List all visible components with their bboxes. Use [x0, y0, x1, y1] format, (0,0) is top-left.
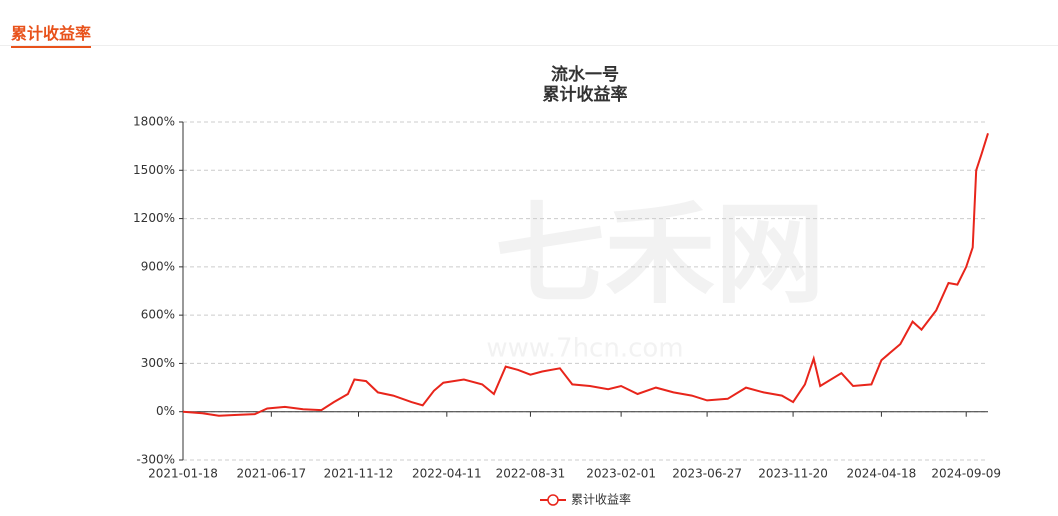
line-series	[182, 133, 989, 417]
y-tick-label: 1800%	[133, 115, 175, 129]
y-tick-label: 1200%	[133, 211, 175, 225]
divider	[0, 45, 1058, 46]
chart-title: 流水一号	[551, 64, 619, 85]
y-tick-label: 300%	[141, 356, 175, 370]
chart-subtitle: 累计收益率	[543, 84, 628, 105]
y-tick-label: 1500%	[133, 163, 175, 177]
legend-label: 累计收益率	[571, 492, 631, 507]
x-tick-label: 2022-08-31	[496, 467, 566, 481]
x-tick-label: 2021-06-17	[236, 467, 306, 481]
x-tick-label: 2021-11-12	[324, 467, 394, 481]
x-tick-label: 2024-09-09	[931, 467, 1001, 481]
x-tick-label: 2022-04-11	[412, 467, 482, 481]
x-tick-label: 2023-06-27	[672, 467, 742, 481]
x-tick-label: 2023-02-01	[586, 467, 656, 481]
y-tick-label: 0%	[156, 404, 175, 418]
x-tick-label: 2024-04-18	[847, 467, 917, 481]
y-tick-label: 900%	[141, 259, 175, 273]
x-tick-label: 2023-11-20	[758, 467, 828, 481]
x-tick-label: 2021-01-18	[148, 467, 218, 481]
watermark: 七禾网	[495, 190, 825, 318]
legend-marker	[547, 494, 559, 506]
header-title: 累计收益率	[11, 20, 92, 48]
y-tick-label: -300%	[136, 453, 175, 467]
y-tick-label: 600%	[141, 308, 175, 322]
watermark-url: www.7hcn.com	[486, 334, 683, 364]
